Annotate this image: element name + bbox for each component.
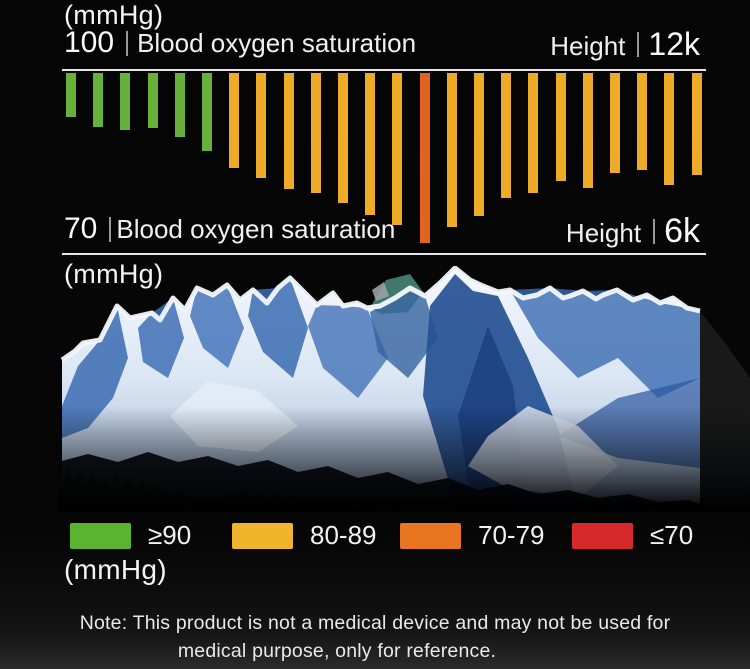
divider-bar — [109, 216, 112, 242]
bar-series — [66, 73, 702, 243]
legend-label-orange: 70-79 — [478, 520, 545, 550]
spo2-bar — [229, 73, 240, 168]
spo2-bar — [664, 73, 675, 185]
lower-left-axis: 70 Blood oxygen saturation — [64, 212, 395, 246]
spo2-bar — [310, 73, 321, 193]
legend-swatch-yellow — [232, 522, 293, 549]
disclaimer-note: Note: This product is not a medical devi… — [0, 609, 750, 665]
legend-swatch-red — [572, 522, 633, 549]
top-axis-label: Blood oxygen saturation — [137, 28, 417, 58]
legend-label-red: ≤70 — [650, 520, 694, 550]
spo2-bar — [93, 73, 104, 127]
legend-swatch-orange — [400, 522, 461, 549]
spo2-bar — [174, 73, 185, 137]
spo2-bar — [528, 73, 539, 193]
spo2-bar — [610, 73, 621, 173]
spo2-bar — [691, 73, 702, 175]
spo2-bar — [392, 73, 403, 225]
top-reference-line — [62, 69, 706, 71]
spo2-bar — [637, 73, 648, 170]
mountain-art — [58, 266, 750, 512]
lower-right-axis: Height 6k — [566, 212, 700, 251]
top-unit-label: (mmHg) — [64, 0, 164, 30]
spo2-bar — [120, 73, 131, 130]
spo2-bar — [501, 73, 512, 198]
legend-item-yellow: 80-89 — [232, 520, 377, 551]
spo2-bar — [202, 73, 213, 151]
legend-swatch-green — [70, 522, 131, 549]
spo2-bar — [419, 73, 430, 243]
divider-bar — [653, 219, 656, 244]
legend-label-yellow: 80-89 — [310, 520, 377, 550]
legend-item-green: ≥90 — [70, 520, 191, 551]
spo2-bar — [338, 73, 349, 203]
top-right-axis: Height 12k — [550, 26, 700, 63]
top-left-axis: 100 Blood oxygen saturation — [64, 26, 416, 60]
height-label-bottom: Height — [565, 218, 642, 248]
spo2-bar — [582, 73, 593, 188]
lower-axis-value: 70 — [64, 212, 98, 245]
spo2-bar — [474, 73, 485, 216]
legend-unit-label: (mmHg) — [64, 554, 167, 585]
height-label-top: Height — [550, 31, 626, 61]
spo2-bar — [66, 73, 76, 117]
height-value-bottom: 6k — [664, 212, 700, 250]
spo2-bar — [446, 73, 457, 227]
divider-bar — [637, 32, 640, 57]
spo2-bar — [283, 73, 294, 189]
mid-unit-label: (mmHg) — [64, 259, 164, 289]
top-axis-value: 100 — [64, 26, 115, 59]
bottom-reference-line — [62, 253, 706, 255]
disclaimer-line-2: medical purpose, only for reference. — [177, 640, 497, 662]
spo2-bar — [256, 73, 267, 178]
lower-axis-label: Blood oxygen saturation — [116, 214, 396, 244]
mountain-photo — [58, 266, 750, 512]
legend-item-red: ≤70 — [572, 520, 693, 551]
disclaimer-line-1: Note: This product is not a medical devi… — [79, 612, 671, 634]
height-value-top: 12k — [648, 26, 700, 62]
legend-item-orange: 70-79 — [400, 520, 545, 551]
spo2-bar — [365, 73, 376, 215]
spo2-bar — [147, 73, 158, 128]
divider-bar — [126, 30, 129, 56]
spo2-bar — [555, 73, 566, 181]
legend-label-green: ≥90 — [148, 520, 192, 550]
